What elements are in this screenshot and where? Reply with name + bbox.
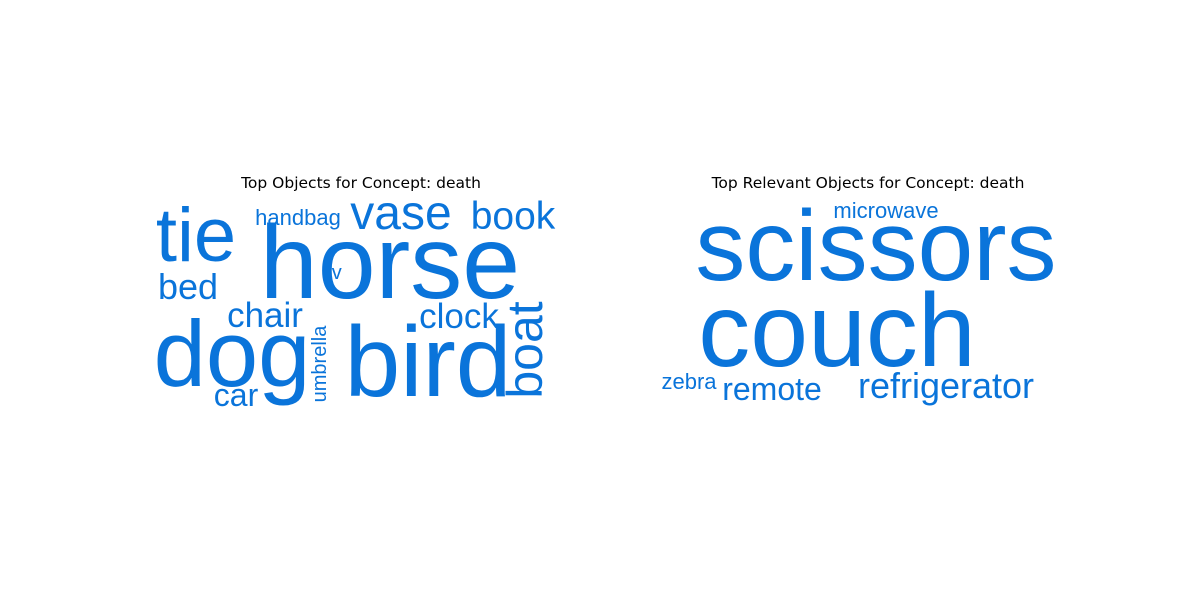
word-chair: chair [227,296,303,335]
word-book: book [471,195,556,238]
word-horse: horse [260,205,520,321]
word-handbag: handbag [255,205,341,230]
chart-title-right: Top Relevant Objects for Concept: death [711,174,1025,192]
word-umbrella: umbrella [309,325,331,403]
word-tv: tv [326,262,342,284]
word-refrigerator: refrigerator [858,365,1034,406]
word-tie: tie [156,193,236,278]
word-scissors: scissors [695,190,1056,302]
word-microwave: microwave [833,198,938,223]
word-dog: dog [154,301,311,406]
word-zebra: zebra [661,369,717,394]
word-bed: bed [158,266,218,307]
word-couch: couch [698,273,976,389]
chart-title-left: Top Objects for Concept: death [241,174,481,192]
word-boat: boat [497,301,553,398]
word-bird: bird [345,306,512,418]
word-remote: remote [722,371,822,407]
word-car: car [214,377,259,413]
word-clock: clock [419,297,499,336]
word-vase: vase [350,187,451,240]
